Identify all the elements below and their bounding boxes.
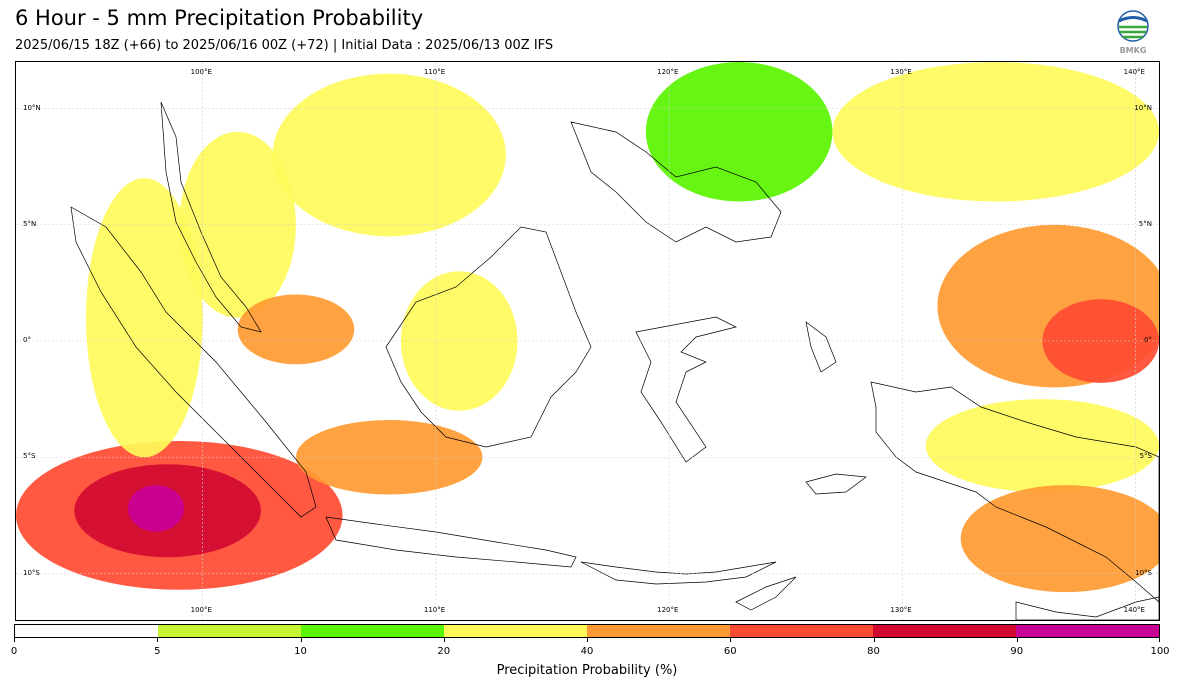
precip-region-new-guinea <box>925 399 1159 493</box>
lon-label-top: 110°E <box>423 68 446 76</box>
colorbar-tick-label: 90 <box>1010 646 1024 657</box>
colorbar-tick-label: 5 <box>154 646 161 657</box>
borneo-outline <box>385 226 592 448</box>
precip-region-sumatra-west <box>85 178 203 458</box>
lat-label-right: 0° <box>1144 336 1152 344</box>
colorbar-segment <box>587 625 730 637</box>
lat-label-left: 5°S <box>23 452 36 461</box>
colorbar-tick-label: 20 <box>437 646 451 657</box>
colorbar-tick-label: 10 <box>294 646 307 657</box>
lat-label-right: 10°N <box>1134 103 1152 112</box>
java-outline <box>325 516 577 568</box>
colorbar-tick <box>157 638 159 642</box>
precipitation-map <box>16 62 1159 620</box>
lat-label-left: 5°N <box>23 219 37 228</box>
lat-label-left: 10°N <box>23 103 41 112</box>
precip-region-arafura-sea <box>960 485 1159 593</box>
colorbar-tick-label: 60 <box>723 646 737 657</box>
colorbar-tick <box>1159 638 1160 642</box>
lon-label-bottom: 100°E <box>190 606 212 614</box>
colorbar-segment <box>873 625 1016 637</box>
lon-label-bottom: 140°E <box>1123 606 1145 614</box>
colorbar-tick <box>873 638 875 642</box>
colorbar-tick <box>1016 638 1018 642</box>
lon-label-top: 130°E <box>890 68 912 76</box>
colorbar-tick <box>14 638 15 642</box>
colorbar-tick <box>443 638 445 642</box>
colorbar <box>14 624 1160 638</box>
lon-label-top: 100°E <box>190 68 212 76</box>
timor-outline <box>735 576 797 611</box>
colorbar-title: Precipitation Probability (%) <box>496 663 678 678</box>
lon-label-top: 120°E <box>657 68 679 76</box>
sumatra-outline <box>70 206 317 518</box>
chart-subtitle: 2025/06/15 18Z (+66) to 2025/06/16 00Z (… <box>15 38 554 53</box>
colorbar-segment <box>444 625 587 637</box>
colorbar-tick <box>730 638 732 642</box>
colorbar-segment <box>730 625 873 637</box>
lat-label-right: 10°S <box>1135 568 1152 577</box>
malay-peninsula-outline <box>160 101 262 333</box>
lon-label-top: 140°E <box>1123 68 1145 76</box>
colorbar-tick-label: 100 <box>1150 646 1170 657</box>
precip-region-west-pacific-north <box>832 62 1159 202</box>
lat-label-left: 0° <box>23 336 31 344</box>
lon-label-bottom: 120°E <box>657 606 679 614</box>
colorbar-segment <box>158 625 301 637</box>
colorbar-tick-label: 40 <box>580 646 594 657</box>
precip-region-indian-ocean-peak <box>127 485 184 532</box>
colorbar-tick <box>300 638 302 642</box>
lon-label-bottom: 110°E <box>423 606 446 614</box>
sulawesi-outline <box>635 316 738 463</box>
lon-label-bottom: 130°E <box>890 606 912 614</box>
lesser-sunda-outline <box>580 561 777 585</box>
map-panel: 100°E 100°E 110°E 110°E 120°E 120°E 130°E 130°E… <box>15 61 1160 621</box>
halmahera-outline <box>805 321 837 373</box>
logo-text: BMKG <box>1120 46 1147 55</box>
colorbar-segment <box>1016 625 1159 637</box>
colorbar-segment <box>15 625 158 637</box>
philippines-outline <box>570 121 782 243</box>
lat-label-left: 10°S <box>23 568 40 577</box>
precip-region-riau-islands <box>237 294 355 365</box>
colorbar-tick <box>587 638 588 642</box>
bmkg-logo: BMKG <box>1112 10 1154 56</box>
precip-region-borneo-west <box>400 271 518 411</box>
lat-label-right: 5°N <box>1138 219 1152 228</box>
colorbar-segment <box>301 625 444 637</box>
colorbar-tick-label: 80 <box>867 646 880 657</box>
chart-title: 6 Hour - 5 mm Precipitation Probability <box>15 6 424 30</box>
new-guinea-outline <box>870 381 1159 603</box>
precip-region-philippines <box>645 62 833 202</box>
seram-outline <box>805 473 867 495</box>
lat-label-right: 5°S <box>1139 452 1152 461</box>
colorbar-tick-label: 0 <box>10 646 18 657</box>
precip-region-south-china-sea <box>272 73 506 237</box>
australia-outline <box>1015 596 1159 620</box>
